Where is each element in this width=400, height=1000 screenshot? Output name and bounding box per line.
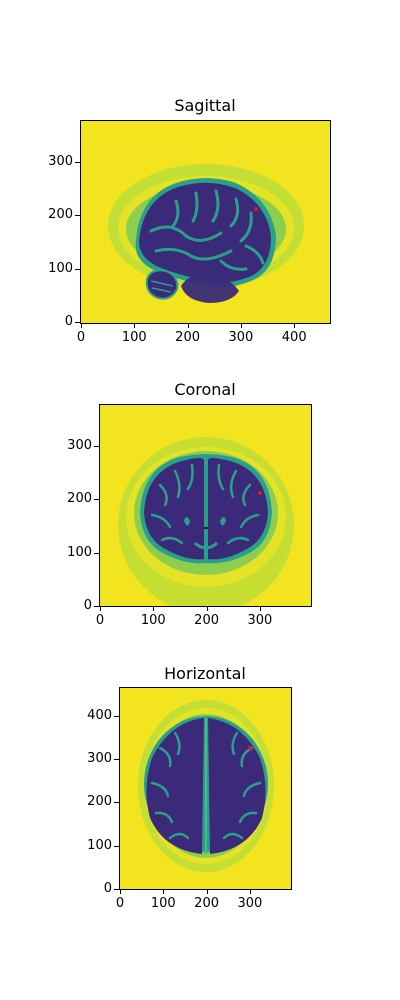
x-tick <box>100 606 101 611</box>
horizontal-image <box>119 687 292 890</box>
x-tick-label: 100 <box>150 896 176 911</box>
x-tick-label: 200 <box>175 330 201 345</box>
x-tick-label: 300 <box>237 896 263 911</box>
coronal-marker <box>258 491 262 495</box>
y-tick-label: 300 <box>87 751 112 767</box>
panel-title: Horizontal <box>164 664 246 683</box>
y-tick-label: 100 <box>67 544 92 560</box>
coronal-brain-slice <box>100 405 311 606</box>
x-tick-label: 200 <box>194 613 220 628</box>
x-tick-label: 100 <box>140 613 166 628</box>
x-tick <box>134 323 136 328</box>
y-tick-label: 200 <box>67 491 92 507</box>
sagittal-brain-slice <box>81 121 330 323</box>
y-tick-label: 300 <box>67 438 92 454</box>
x-tick <box>153 606 155 611</box>
y-tick <box>114 759 119 761</box>
y-tick <box>114 715 119 717</box>
y-tick <box>94 552 99 554</box>
y-tick <box>114 845 119 847</box>
y-tick <box>75 215 80 217</box>
y-tick <box>94 606 99 607</box>
x-tick-label: 200 <box>194 896 220 911</box>
x-tick <box>81 323 82 328</box>
horizontal-brain-slice <box>120 688 291 889</box>
y-tick <box>114 889 119 890</box>
y-tick-label: 100 <box>48 260 73 276</box>
x-tick-label: 0 <box>95 613 105 628</box>
x-tick-label: 300 <box>247 613 273 628</box>
x-tick <box>259 606 261 611</box>
y-tick <box>94 446 99 448</box>
x-tick-label: 400 <box>281 330 307 345</box>
y-tick-label: 200 <box>87 794 112 810</box>
x-tick <box>120 889 121 894</box>
x-tick <box>187 323 189 328</box>
sagittal-image <box>80 120 331 324</box>
y-tick <box>114 802 119 804</box>
y-tick <box>75 268 80 270</box>
y-tick-label: 400 <box>87 707 112 723</box>
x-tick <box>163 889 165 894</box>
y-tick-label: 100 <box>87 837 112 853</box>
y-tick-label: 0 <box>103 881 112 896</box>
sagittal-marker <box>254 207 258 211</box>
x-tick <box>240 323 242 328</box>
x-tick-label: 100 <box>121 330 147 345</box>
x-tick <box>249 889 251 894</box>
coronal-image <box>99 404 312 607</box>
x-tick <box>294 323 296 328</box>
y-tick-label: 200 <box>48 207 73 223</box>
x-tick-label: 0 <box>115 896 125 911</box>
panel-title: Coronal <box>174 380 236 399</box>
y-tick-label: 300 <box>48 154 73 170</box>
panel-title: Sagittal <box>174 96 236 115</box>
y-tick-label: 0 <box>64 314 73 329</box>
x-tick-label: 0 <box>76 330 86 345</box>
x-tick <box>206 606 208 611</box>
x-tick-label: 300 <box>228 330 254 345</box>
y-tick <box>75 162 80 164</box>
y-tick-label: 0 <box>83 598 92 613</box>
x-tick <box>206 889 208 894</box>
y-tick <box>75 322 80 323</box>
y-tick <box>94 499 99 501</box>
horizontal-marker <box>248 746 252 750</box>
